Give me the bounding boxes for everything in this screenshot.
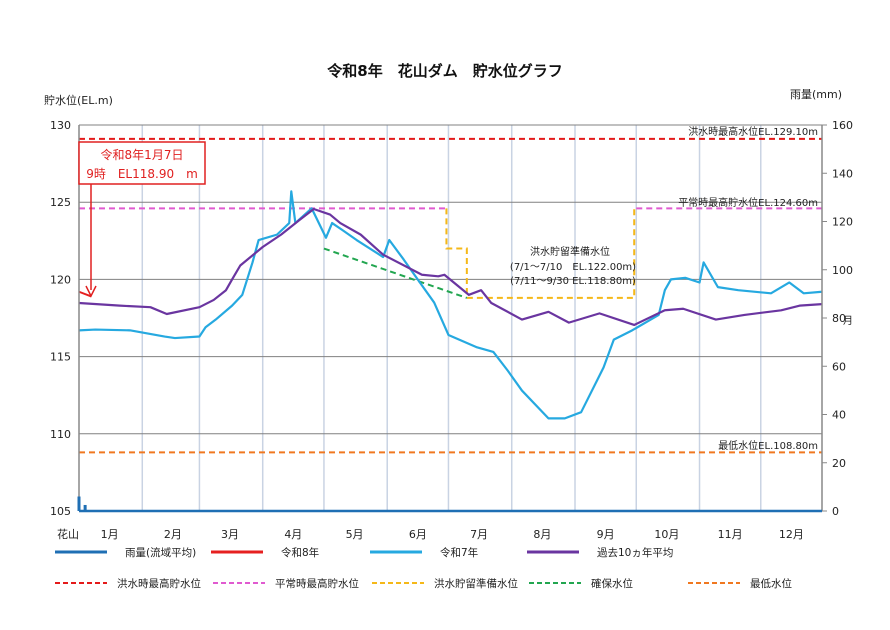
y-tick-left: 115 (50, 351, 71, 364)
rain-bar (83, 504, 87, 511)
x-tick-month: 4月 (284, 528, 302, 541)
reference-lines (79, 137, 822, 454)
x-tick-month: 3月 (221, 528, 239, 541)
y-tick-left: 125 (50, 196, 71, 209)
legend-label-r8: 令和8年 (281, 546, 319, 559)
legend-label-avg10: 過去10ヵ年平均 (597, 546, 673, 559)
x-tick-month: 1月 (101, 528, 119, 541)
legend-label-secured: 確保水位 (591, 577, 633, 590)
callout-box (78, 141, 206, 185)
prep-annotation-line1: (7/1～7/10 EL.122.00m) (510, 262, 636, 273)
chart-title: 令和8年 花山ダム 貯水位グラフ (327, 62, 562, 80)
y-tick-left: 130 (50, 119, 71, 132)
y-tick-left: 105 (50, 505, 71, 518)
min-level-label: 最低水位EL.108.80m (718, 439, 818, 452)
y-tick-left: 120 (50, 273, 71, 286)
prep-annotation-line2: (7/11～9/30 EL.118.80m) (510, 276, 636, 287)
normal-max-label: 平常時最高貯水位EL.124.60m (678, 196, 818, 209)
y-axis-right-label: 雨量(mm) (790, 88, 842, 101)
reference-labels: 洪水時最高水位EL.129.10m 平常時最高貯水位EL.124.60m 最低水… (510, 125, 853, 452)
ref-line-secured (323, 247, 468, 299)
ref-line-flood_prep (445, 208, 636, 299)
flood-max-label: 洪水時最高水位EL.129.10m (688, 125, 818, 138)
callout: 令和8年1月7日 9時 EL118.90 m (78, 141, 206, 298)
prep-annotation-title: 洪水貯留準備水位 (530, 245, 610, 258)
series-line-avg10 (78, 207, 823, 327)
callout-arrowhead (85, 285, 97, 298)
rain-bar (77, 496, 81, 511)
axes: 130 125 120 115 110 105 160 140 120 100 80 60 40 20 0 花… (50, 119, 853, 541)
x-tick-month: 2月 (164, 528, 182, 541)
x-tick-month: 6月 (409, 528, 427, 541)
y-tick-right: 40 (832, 409, 846, 422)
legend-label-flood_max: 洪水時最高貯水位 (117, 577, 201, 590)
legend-label-rain: 雨量(流域平均) (125, 546, 196, 559)
series-line-r7 (78, 190, 823, 420)
x-tick-month: 9月 (597, 528, 615, 541)
x-tick-month: 12月 (779, 528, 804, 541)
x-tick-month: 5月 (346, 528, 364, 541)
series-line-r8 (78, 290, 92, 298)
y-tick-right: 80 (832, 312, 846, 325)
x-station-label: 花山 (57, 528, 79, 541)
y-tick-right: 100 (832, 264, 853, 277)
y-tick-right: 140 (832, 167, 853, 180)
x-tick-month: 7月 (470, 528, 488, 541)
x-tick-month: 10月 (654, 528, 679, 541)
y-tick-right: 0 (832, 505, 839, 518)
callout-date: 令和8年1月7日 (101, 147, 184, 162)
y-tick-right: 60 (832, 360, 846, 373)
y-tick-right: 160 (832, 119, 853, 132)
y-tick-right: 120 (832, 216, 853, 229)
y-tick-right: 20 (832, 457, 846, 470)
x-tick-month: 11月 (718, 528, 743, 541)
legend-label-flood_prep: 洪水貯留準備水位 (434, 577, 518, 590)
legend-label-min: 最低水位 (750, 577, 792, 590)
legend-label-normal_max: 平常時最高貯水位 (275, 577, 359, 590)
right-stray-label: 月 (843, 315, 853, 327)
callout-value: 9時 EL118.90 m (86, 167, 198, 181)
series-lines (78, 190, 823, 420)
y-tick-left: 110 (50, 428, 71, 441)
legend-label-r7: 令和7年 (440, 546, 478, 559)
y-axis-left-label: 貯水位(EL.m) (44, 93, 113, 107)
x-tick-month: 8月 (533, 528, 551, 541)
